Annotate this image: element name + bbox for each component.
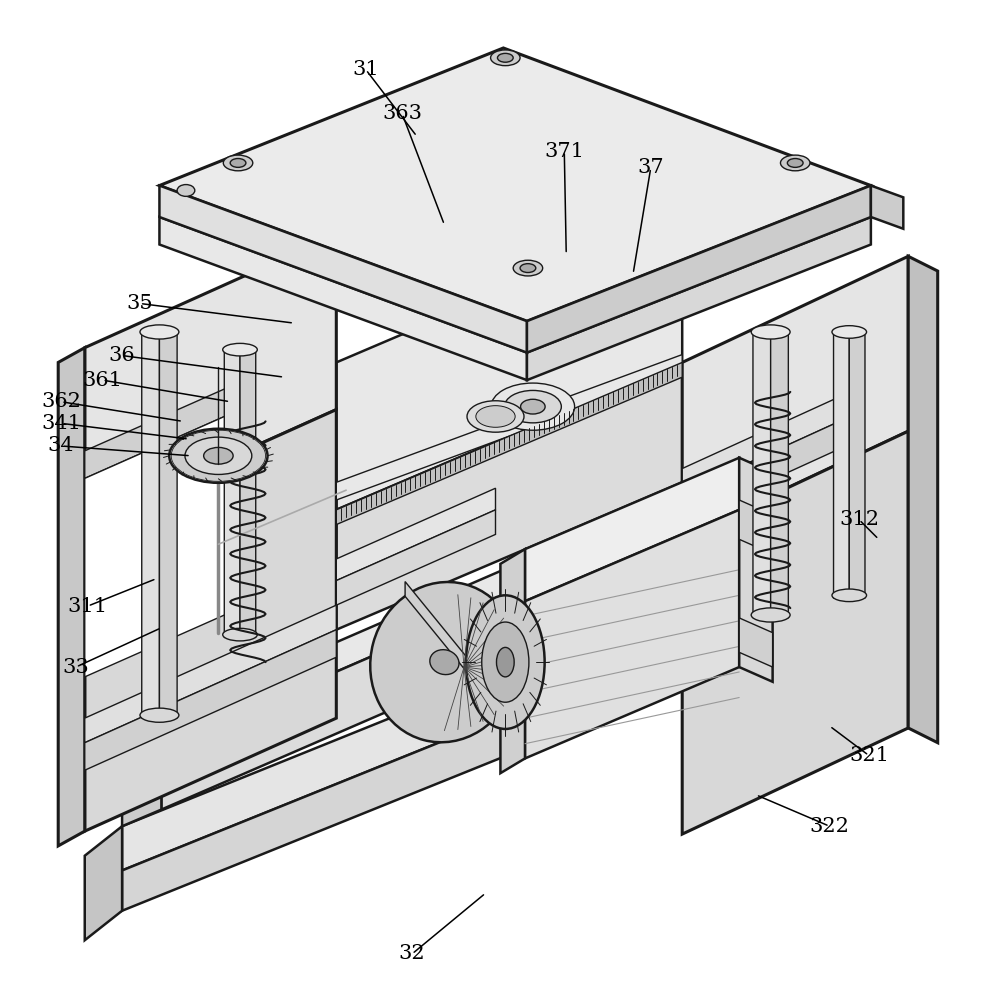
Text: 341: 341 — [42, 414, 81, 433]
Ellipse shape — [169, 429, 268, 483]
Polygon shape — [682, 406, 908, 584]
Ellipse shape — [788, 159, 803, 167]
Ellipse shape — [520, 399, 545, 414]
Polygon shape — [527, 186, 871, 353]
Text: 321: 321 — [849, 746, 889, 765]
Polygon shape — [527, 217, 871, 380]
Polygon shape — [771, 330, 788, 618]
Ellipse shape — [223, 343, 258, 356]
Ellipse shape — [466, 595, 545, 729]
Polygon shape — [500, 549, 525, 773]
Polygon shape — [336, 362, 682, 630]
Text: 362: 362 — [42, 392, 81, 411]
Text: 35: 35 — [127, 294, 153, 313]
Ellipse shape — [832, 326, 866, 338]
Polygon shape — [85, 382, 240, 478]
Ellipse shape — [223, 155, 253, 171]
Polygon shape — [85, 410, 336, 831]
Polygon shape — [336, 488, 496, 581]
Text: 36: 36 — [109, 346, 136, 365]
Ellipse shape — [781, 155, 810, 171]
Text: 363: 363 — [383, 104, 422, 123]
Text: 311: 311 — [67, 597, 108, 616]
Polygon shape — [160, 330, 177, 718]
Text: 32: 32 — [398, 944, 425, 963]
Ellipse shape — [476, 406, 515, 427]
Polygon shape — [336, 510, 496, 605]
Text: 31: 31 — [353, 60, 380, 79]
Polygon shape — [85, 410, 240, 677]
Ellipse shape — [171, 430, 266, 481]
Polygon shape — [162, 492, 682, 748]
Polygon shape — [58, 348, 85, 846]
Polygon shape — [85, 235, 336, 523]
Text: 34: 34 — [48, 436, 74, 455]
Polygon shape — [849, 330, 865, 598]
Polygon shape — [405, 582, 479, 687]
Polygon shape — [122, 600, 937, 870]
Ellipse shape — [430, 650, 459, 675]
Ellipse shape — [751, 608, 790, 622]
Polygon shape — [160, 48, 871, 321]
Ellipse shape — [486, 642, 515, 683]
Ellipse shape — [140, 708, 179, 722]
Ellipse shape — [492, 650, 509, 674]
Text: 33: 33 — [62, 658, 89, 677]
Polygon shape — [224, 348, 240, 638]
Ellipse shape — [504, 390, 561, 423]
Ellipse shape — [496, 647, 514, 677]
Text: 371: 371 — [544, 142, 585, 161]
Polygon shape — [682, 421, 839, 521]
Polygon shape — [240, 348, 256, 638]
Polygon shape — [162, 522, 682, 810]
Polygon shape — [336, 355, 682, 500]
Text: 37: 37 — [637, 158, 664, 177]
Text: 312: 312 — [839, 510, 879, 529]
Text: 361: 361 — [82, 371, 123, 390]
Polygon shape — [525, 510, 739, 758]
Ellipse shape — [491, 50, 520, 66]
Ellipse shape — [482, 622, 529, 702]
Polygon shape — [682, 256, 908, 537]
Polygon shape — [122, 644, 682, 911]
Ellipse shape — [230, 159, 246, 167]
Polygon shape — [85, 826, 122, 940]
Polygon shape — [739, 618, 773, 667]
Ellipse shape — [223, 628, 258, 641]
Polygon shape — [122, 718, 162, 826]
Text: 322: 322 — [810, 817, 849, 836]
Polygon shape — [739, 500, 773, 554]
Ellipse shape — [832, 589, 866, 602]
Ellipse shape — [371, 582, 518, 742]
Ellipse shape — [177, 185, 195, 196]
Ellipse shape — [520, 264, 536, 273]
Ellipse shape — [492, 383, 575, 430]
Ellipse shape — [481, 635, 520, 689]
Polygon shape — [908, 256, 937, 743]
Polygon shape — [753, 330, 771, 618]
Ellipse shape — [467, 401, 524, 432]
Polygon shape — [160, 217, 527, 380]
Ellipse shape — [185, 437, 252, 474]
Polygon shape — [85, 605, 336, 743]
Ellipse shape — [497, 53, 513, 62]
Ellipse shape — [751, 325, 790, 339]
Polygon shape — [871, 186, 904, 229]
Ellipse shape — [203, 447, 233, 464]
Polygon shape — [682, 397, 839, 493]
Polygon shape — [336, 362, 682, 525]
Polygon shape — [336, 215, 682, 510]
Polygon shape — [739, 458, 773, 682]
Ellipse shape — [513, 260, 543, 276]
Polygon shape — [833, 330, 849, 598]
Polygon shape — [142, 330, 160, 718]
Ellipse shape — [140, 325, 179, 339]
Polygon shape — [525, 458, 739, 601]
Polygon shape — [85, 630, 336, 770]
Polygon shape — [682, 431, 908, 834]
Polygon shape — [160, 186, 527, 353]
